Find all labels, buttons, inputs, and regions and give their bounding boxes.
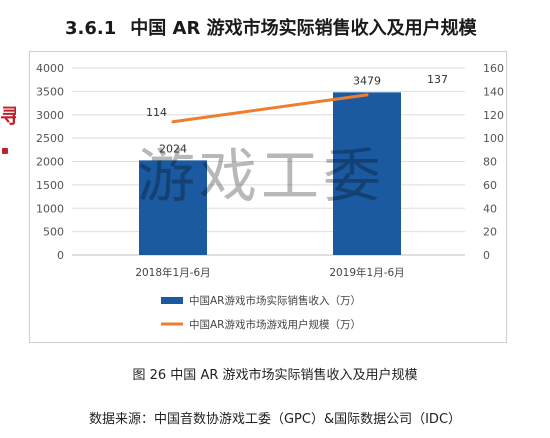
category-label: 2018年1月-6月 bbox=[135, 266, 210, 279]
side-decoration: 寻 bbox=[0, 100, 16, 160]
bar-data-label: 3479 bbox=[353, 74, 381, 87]
left-tick-label: 4000 bbox=[36, 62, 64, 75]
legend-label: 中国AR游戏市场实际销售收入（万） bbox=[189, 294, 361, 307]
figure-caption: 图 26 中国 AR 游戏市场实际销售收入及用户规模 bbox=[132, 368, 418, 383]
bar bbox=[139, 160, 207, 255]
right-tick-label: 20 bbox=[483, 226, 497, 239]
line-data-label: 137 bbox=[427, 73, 448, 86]
right-tick-label: 100 bbox=[483, 132, 504, 145]
data-source: 数据来源：中国音数协游戏工委（GPC）&国际数据公司（IDC） bbox=[88, 412, 462, 427]
line-data-label: 114 bbox=[146, 106, 167, 119]
watermark-text: 游戏工委 bbox=[137, 142, 385, 210]
left-axis-ticks: 0 500 1000 1500 2000 2500 3000 3500 4000 bbox=[36, 62, 64, 262]
side-mark-dot bbox=[2, 148, 8, 154]
side-mark-glyph: 寻 bbox=[0, 104, 16, 128]
right-tick-label: 140 bbox=[483, 85, 504, 98]
right-tick-label: 160 bbox=[483, 62, 504, 75]
right-tick-label: 0 bbox=[483, 249, 490, 262]
bar bbox=[333, 92, 401, 255]
bar-data-label: 2024 bbox=[159, 142, 187, 155]
left-tick-label: 3500 bbox=[36, 85, 64, 98]
right-axis-ticks: 0 20 40 60 80 100 120 140 160 bbox=[483, 62, 504, 262]
data-labels: 2024 3479 114 137 bbox=[146, 73, 448, 155]
category-label: 2019年1月-6月 bbox=[329, 266, 404, 279]
left-tick-label: 1000 bbox=[36, 202, 64, 215]
right-tick-label: 80 bbox=[483, 156, 497, 169]
left-tick-label: 2500 bbox=[36, 132, 64, 145]
legend-swatch-bar bbox=[161, 297, 183, 304]
right-tick-label: 40 bbox=[483, 202, 497, 215]
section-title: 中国 AR 游戏市场实际销售收入及用户规模 bbox=[130, 18, 477, 39]
chart-frame bbox=[29, 51, 507, 343]
watermark-layer: 游戏工委 bbox=[137, 142, 385, 210]
left-tick-label: 3000 bbox=[36, 109, 64, 122]
right-tick-label: 60 bbox=[483, 179, 497, 192]
left-tick-label: 500 bbox=[43, 226, 64, 239]
line-series bbox=[171, 93, 369, 124]
legend: 中国AR游戏市场实际销售收入（万） 中国AR游戏市场游戏用户规模（万） bbox=[161, 294, 361, 331]
x-axis-categories: 2018年1月-6月 2019年1月-6月 bbox=[135, 266, 404, 279]
right-tick-label: 120 bbox=[483, 109, 504, 122]
legend-label: 中国AR游戏市场游戏用户规模（万） bbox=[189, 318, 361, 331]
bar-series bbox=[139, 92, 401, 255]
section-heading: 3.6.1 中国 AR 游戏市场实际销售收入及用户规模 bbox=[65, 14, 535, 40]
left-tick-label: 2000 bbox=[36, 156, 64, 169]
line-path bbox=[171, 93, 369, 124]
left-tick-label: 0 bbox=[57, 249, 64, 262]
left-tick-label: 1500 bbox=[36, 179, 64, 192]
section-number: 3.6.1 bbox=[65, 18, 117, 39]
